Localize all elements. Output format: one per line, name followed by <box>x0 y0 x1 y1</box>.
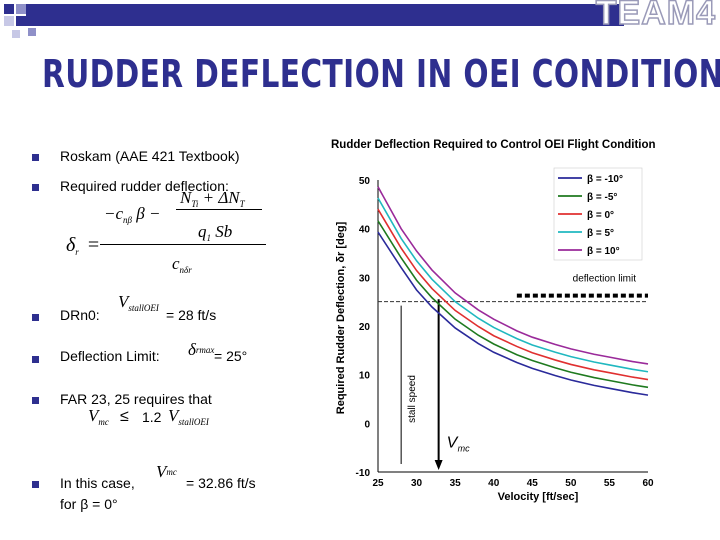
vmc-sub: mc <box>98 417 109 427</box>
series-line <box>377 231 649 396</box>
y-tick-label: 30 <box>359 273 371 284</box>
y-tick-label: 10 <box>359 371 371 382</box>
series-line <box>377 186 649 365</box>
vmc-letter: V <box>88 406 99 425</box>
formula-num-e-sub: 1 <box>206 233 212 243</box>
formula-num-f: Sb <box>215 222 233 241</box>
fraction-line-inner <box>176 209 262 210</box>
bullet-text-roskam: Roskam (AAE 421 Textbook) <box>60 148 240 164</box>
bullet-marker <box>32 314 39 321</box>
bullet-marker <box>32 154 39 161</box>
vmc-letter: V <box>156 462 167 481</box>
decor-square <box>12 30 20 38</box>
formula-num-b: β − <box>136 204 161 223</box>
formula-num-e: q <box>198 222 207 241</box>
formula-lhs-sub: r <box>75 247 79 257</box>
bullet-text-this-case: In this case, <box>60 475 135 491</box>
vmc-label: V <box>447 435 459 452</box>
y-tick-label: 40 <box>359 225 371 236</box>
dmax-letter: δ <box>188 340 196 359</box>
series-line <box>377 197 649 373</box>
legend-label: β = -10° <box>587 174 623 185</box>
bullet-marker <box>32 397 39 404</box>
chart-y-axis-label: Required Rudder Deflection, δr [deg] <box>335 221 347 414</box>
vstall-sub: stallOEI <box>128 303 159 313</box>
plot-area: -10 0 10 20 30 40 50 25 30 35 40 45 50 55 60 deflection… <box>356 167 654 489</box>
bullet-marker <box>32 481 39 488</box>
chart-title: Rudder Deflection Required to Control OE… <box>331 139 656 151</box>
bullet-text-drn0: DRn0: <box>60 307 100 323</box>
legend-label: β = 10° <box>587 246 620 257</box>
dmax-sub: rmax <box>195 345 215 355</box>
chart-x-axis-label: Velocity [ft/sec] <box>498 491 579 503</box>
vstall-sub: stallOEI <box>178 417 209 427</box>
team-logo: TEAM4 <box>595 0 716 33</box>
formula-den: c <box>172 254 180 273</box>
formula-num-a: −c <box>104 204 124 223</box>
vmc-label-sub: mc <box>458 444 470 454</box>
fraction-line-main <box>100 244 266 245</box>
y-tick-label: 50 <box>359 176 371 187</box>
x-tick-label: 30 <box>411 478 423 489</box>
formula-num-c: N <box>180 188 192 207</box>
deflection-limit-label: deflection limit <box>573 274 637 285</box>
decor-square <box>16 16 26 26</box>
x-tick-label: 25 <box>372 478 384 489</box>
y-tick-label: 20 <box>359 322 371 333</box>
header-bar <box>26 4 624 26</box>
le-sign: ≤ <box>120 408 129 425</box>
bullet-text-required-deflection: Required rudder deflection: <box>60 178 229 194</box>
bullet-value-drn0: = 28 ft/s <box>166 307 217 323</box>
bullet-text-beta-zero: for β = 0° <box>60 496 118 512</box>
x-tick-label: 60 <box>642 478 654 489</box>
x-tick-label: 35 <box>450 478 462 489</box>
formula-num-d-sub: T <box>239 199 245 209</box>
y-tick-label: 0 <box>364 419 370 430</box>
vstall-symbol: VstallOEI <box>118 292 159 313</box>
bullet-text-deflection-limit: Deflection Limit: <box>60 348 160 364</box>
bullet-value-deflection-limit: = 25° <box>214 348 248 364</box>
vstall-letter: V <box>168 406 179 425</box>
bullet-marker <box>32 184 39 191</box>
decor-square <box>16 4 26 14</box>
formula-equals: = <box>87 234 100 256</box>
y-tick-label: -10 <box>356 468 371 479</box>
vstall-letter: V <box>118 292 129 311</box>
vmc-symbol: Vmc <box>88 406 109 427</box>
rudder-deflection-chart: Rudder Deflection Required to Control OE… <box>331 139 656 503</box>
x-tick-label: 45 <box>527 478 539 489</box>
bullet-marker <box>32 356 39 363</box>
legend-label: β = -5° <box>587 192 617 203</box>
x-tick-label: 50 <box>565 478 577 489</box>
formula-num-a-sub: nβ <box>123 215 133 225</box>
bullet-value-vmc: = 32.86 ft/s <box>186 475 256 491</box>
formula-den-sub: nδr <box>179 265 192 275</box>
series-line <box>377 208 649 381</box>
decor-square <box>28 28 36 36</box>
formula-lhs: δ <box>66 234 76 256</box>
legend-label: β = 0° <box>587 210 614 221</box>
vmc-arrow-head <box>434 460 443 470</box>
vstall-symbol-far: VstallOEI <box>168 406 209 427</box>
vmc-sub: mc <box>166 467 177 477</box>
formula-num-d: + ΔN <box>202 188 240 207</box>
x-tick-label: 40 <box>488 478 500 489</box>
delta-max-symbol: δrmax <box>188 340 214 360</box>
bullet-text-far: FAR 23, 25 requires that <box>60 391 212 407</box>
series-line <box>377 220 649 389</box>
decor-square <box>4 16 14 26</box>
legend-label: β = 5° <box>587 228 614 239</box>
page-title: RUDDER DEFLECTION IN OEI CONDITIONS <box>42 52 720 96</box>
x-tick-label: 55 <box>604 478 616 489</box>
formula-num-c-sub: Ti <box>191 199 199 209</box>
stall-speed-label: stall speed <box>407 375 418 423</box>
decor-square <box>4 4 14 14</box>
far-factor: 1.2 <box>142 409 162 425</box>
vmc-symbol-case: Vmc <box>156 462 177 482</box>
